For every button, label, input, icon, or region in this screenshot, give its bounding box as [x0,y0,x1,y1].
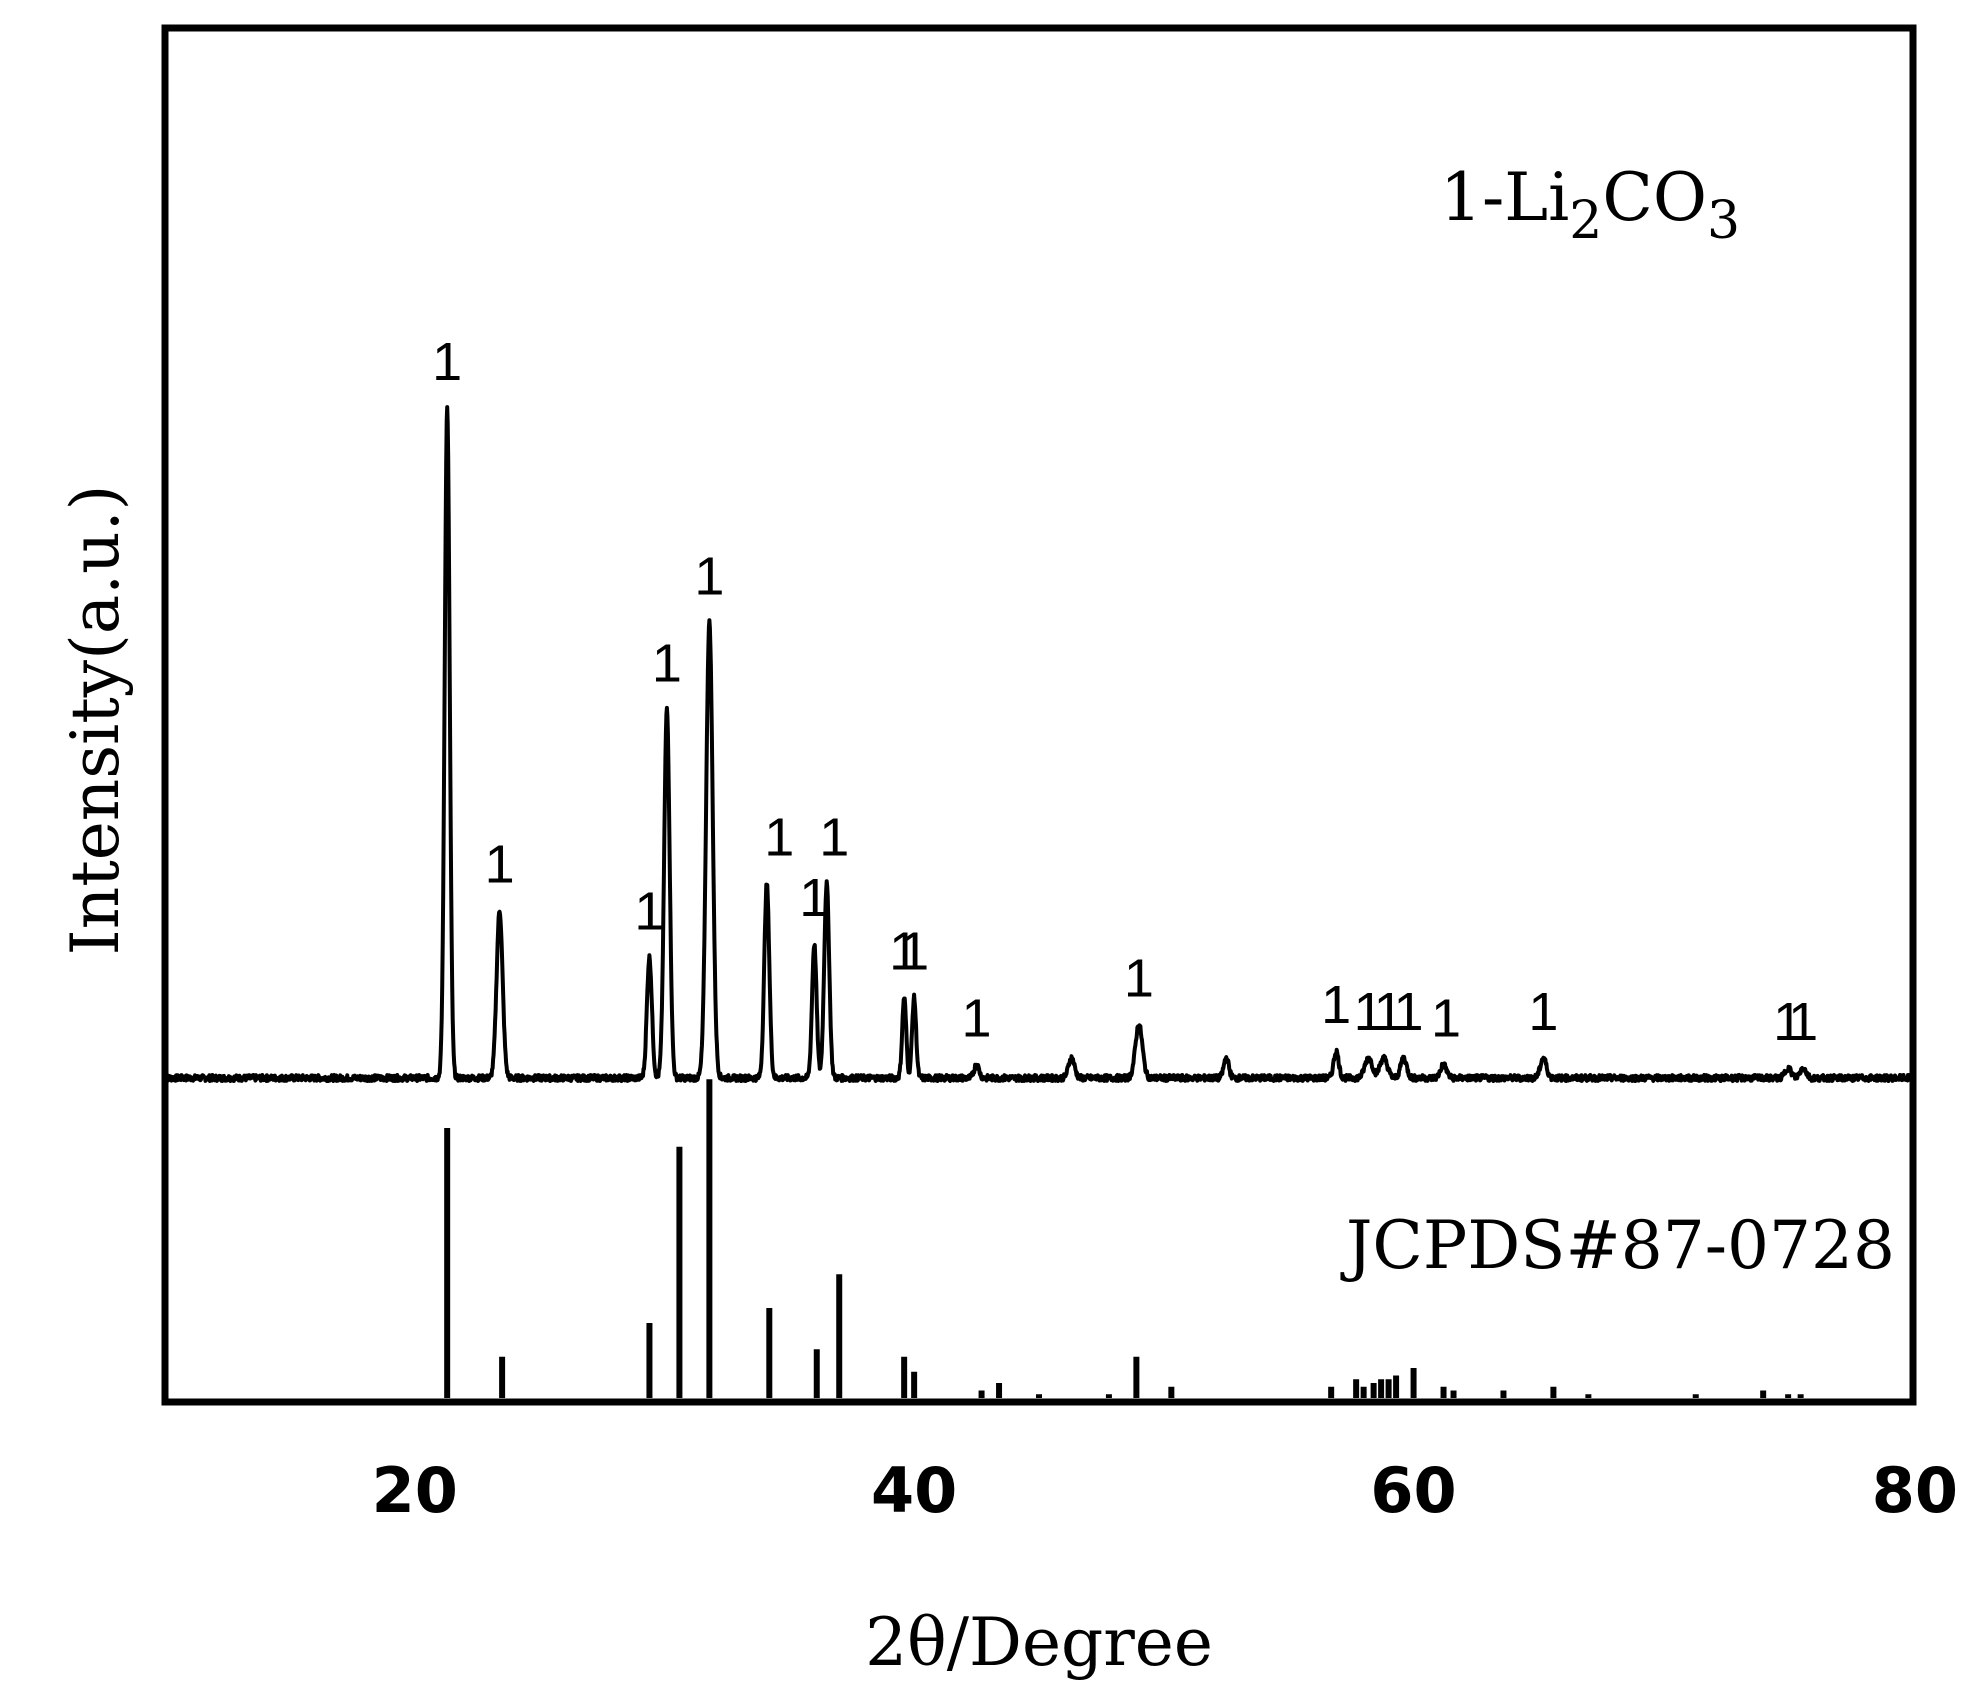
peak-label-5: 1 [694,546,724,606]
peak-label-4: 1 [652,634,682,694]
sample-label: 1-Li2CO3 [1440,159,1740,251]
peak-label-6: 1 [764,808,794,868]
peak-label-20: 1 [1788,992,1818,1052]
peak-label-10: 1 [899,922,929,982]
peak-label-11: 1 [962,989,992,1049]
reference-sticks [444,1079,1804,1398]
peak-label-18: 1 [1528,982,1558,1042]
x-axis-title: 2θ/Degree [865,1604,1213,1681]
x-axis-ticks: 20 40 60 80 [372,1454,1958,1527]
peak-label-1: 1 [432,332,462,392]
peak-label-7: 1 [799,868,829,928]
peak-label-13: 1 [1321,975,1351,1035]
peak-label-3: 1 [634,881,664,941]
reference-label: JCPDS#87-0728 [1340,1207,1895,1284]
sample-pattern-line [163,405,1915,1083]
peak-label-14: 1 [1354,982,1384,1042]
plot-frame [161,24,1917,1406]
peak-label-15: 1 [1374,982,1404,1042]
sample-label-mid: CO [1602,159,1707,236]
sample-label-prefix: 1-Li [1440,159,1569,236]
peak-label-17: 1 [1431,989,1461,1049]
peak-label-19: 1 [1773,992,1803,1052]
peak-label-8: 1 [819,808,849,868]
x-tick-label-60: 60 [1370,1454,1456,1527]
peak-label-16: 1 [1394,982,1424,1042]
y-axis-title: Intensity(a.u.) [57,485,134,956]
sample-label-sub1: 2 [1569,191,1602,251]
sample-label-sub2: 3 [1707,191,1740,251]
x-tick-label-80: 80 [1872,1454,1958,1527]
peak-label-12: 1 [1124,948,1154,1008]
peak-label-2: 1 [485,835,515,895]
peak-label-9: 1 [889,922,919,982]
x-tick-label-40: 40 [871,1454,957,1527]
sample-pattern [163,405,1915,1083]
x-tick-label-20: 20 [372,1454,458,1527]
